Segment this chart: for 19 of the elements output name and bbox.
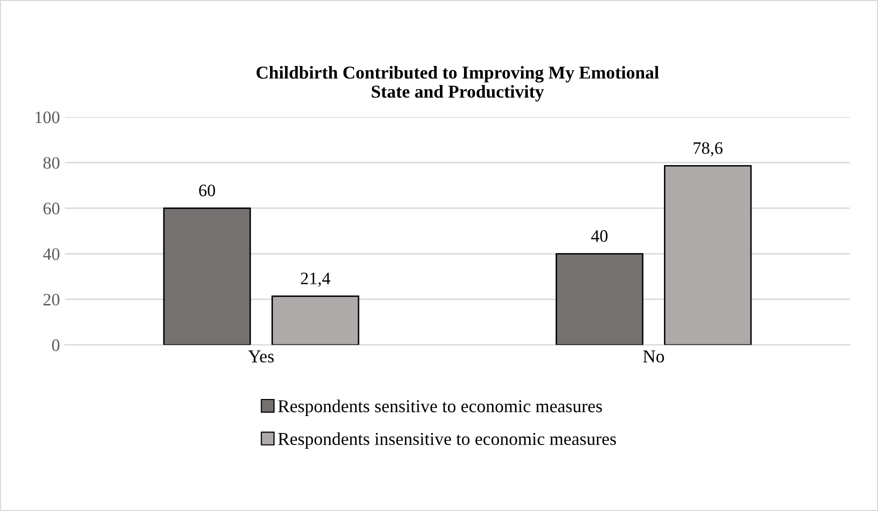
data-label: 21,4 (300, 272, 330, 287)
bar (556, 253, 644, 345)
y-tick-label: 40 (43, 248, 60, 260)
bar (163, 207, 251, 345)
y-tick-label: 0 (52, 339, 60, 352)
legend-label: Respondents insensitive to economic measures (278, 432, 616, 449)
bar (664, 165, 752, 345)
legend-label: Respondents sensitive to economic measures (278, 400, 602, 416)
y-tick-label: 80 (43, 157, 60, 169)
bar (272, 295, 360, 345)
data-label: 78,6 (694, 142, 723, 156)
y-tick-label: 20 (44, 294, 60, 306)
x-tick-label: No (643, 350, 664, 362)
y-tick-label: 100 (36, 111, 60, 124)
chart-title: Childbirth Contributed to Improving My Emotional State and Productivity (256, 66, 659, 102)
data-label: 60 (199, 184, 216, 196)
x-tick-label: Yes (248, 350, 274, 362)
y-tick-label: 60 (43, 202, 60, 214)
data-label: 40 (591, 230, 608, 242)
